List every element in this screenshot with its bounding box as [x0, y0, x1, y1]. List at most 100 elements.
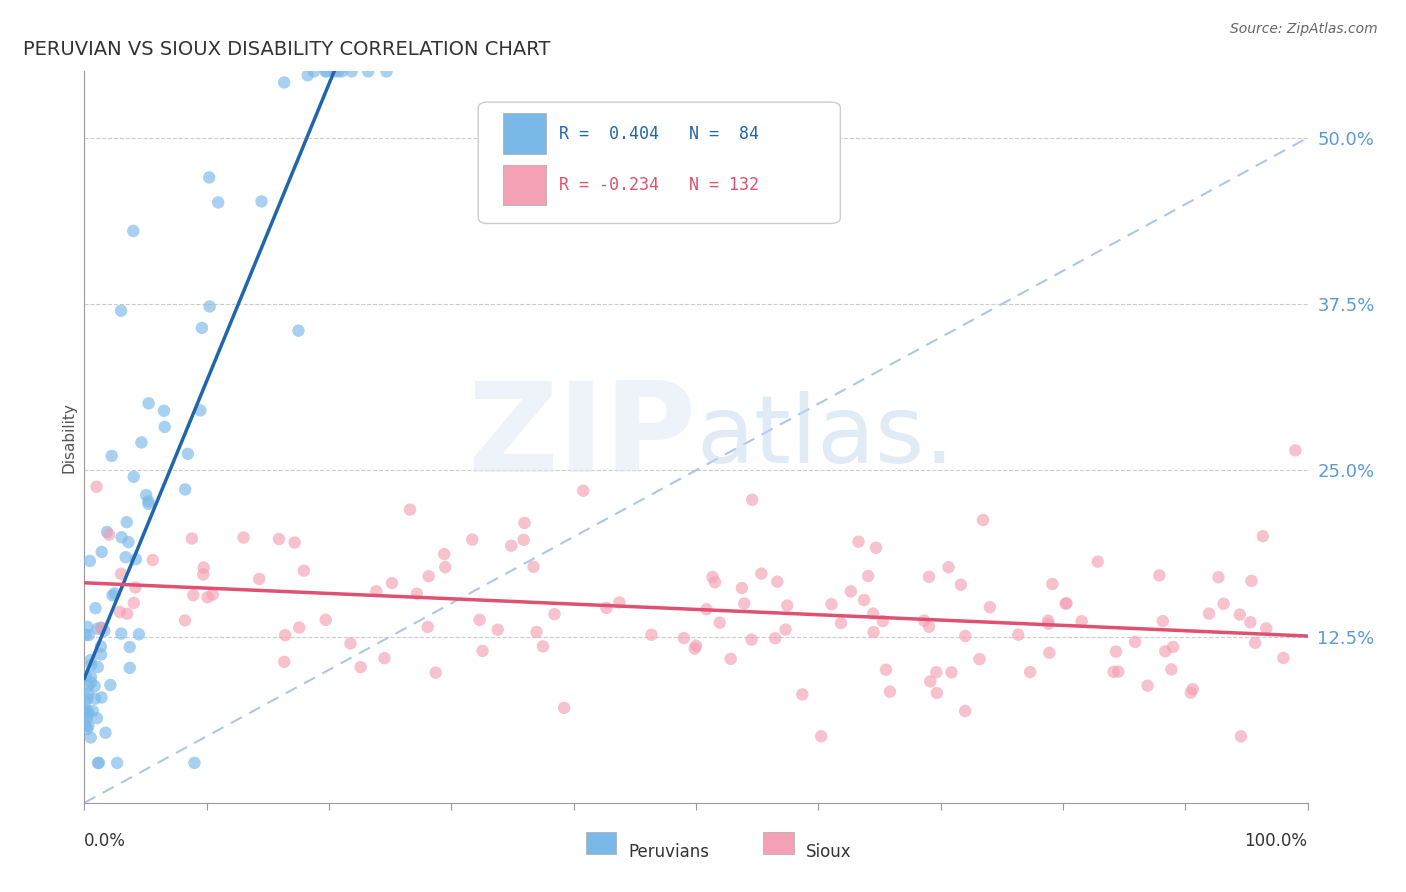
Point	[90, 621, 112, 635]
Point	[1107, 665, 1129, 679]
Point	[77, 628, 100, 642]
Point	[138, 494, 160, 508]
Point	[683, 641, 706, 656]
Point	[1208, 570, 1230, 584]
Point	[1154, 644, 1177, 658]
Point	[862, 625, 884, 640]
Point	[512, 533, 534, 547]
Text: Source: ZipAtlas.com: Source: ZipAtlas.com	[1230, 22, 1378, 37]
Point	[640, 628, 662, 642]
Point	[685, 639, 707, 653]
Point	[1251, 529, 1274, 543]
Point	[79, 554, 101, 568]
Point	[912, 614, 935, 628]
Point	[1239, 615, 1261, 630]
Text: Sioux: Sioux	[806, 843, 852, 861]
Point	[731, 581, 754, 595]
Point	[188, 403, 211, 417]
Point	[181, 588, 204, 602]
Point	[595, 600, 617, 615]
Point	[1056, 596, 1078, 610]
Point	[75, 668, 97, 682]
Point	[174, 483, 197, 497]
Point	[328, 64, 350, 78]
Point	[80, 658, 103, 673]
Point	[250, 194, 273, 209]
Point	[531, 640, 554, 654]
Point	[839, 584, 862, 599]
Point	[100, 449, 122, 463]
Point	[75, 718, 97, 732]
Point	[433, 547, 456, 561]
Point	[193, 567, 215, 582]
Point	[288, 621, 311, 635]
Point	[138, 396, 160, 410]
Point	[486, 623, 509, 637]
Point	[76, 722, 98, 736]
Point	[1054, 597, 1077, 611]
Point	[775, 623, 797, 637]
Bar	[763, 832, 794, 854]
Point	[76, 620, 98, 634]
Point	[110, 530, 132, 544]
Bar	[503, 113, 546, 153]
Point	[118, 640, 141, 654]
Point	[115, 515, 138, 529]
Point	[609, 595, 631, 609]
Point	[114, 550, 136, 565]
Text: R =  0.404   N =  84: R = 0.404 N = 84	[560, 125, 759, 143]
Point	[1105, 644, 1128, 658]
Point	[287, 324, 309, 338]
Point	[340, 64, 363, 78]
Point	[75, 706, 97, 720]
Point	[1038, 616, 1060, 631]
Point	[84, 601, 107, 615]
Point	[90, 640, 112, 654]
Point	[292, 564, 315, 578]
Point	[75, 703, 97, 717]
Point	[273, 75, 295, 89]
Point	[920, 674, 942, 689]
Point	[1070, 614, 1092, 628]
Point	[1284, 443, 1306, 458]
Point	[865, 541, 887, 555]
Point	[315, 613, 337, 627]
Point	[118, 661, 141, 675]
Point	[191, 321, 214, 335]
Point	[174, 614, 197, 628]
Point	[848, 534, 870, 549]
Point	[83, 679, 105, 693]
Point	[862, 607, 884, 621]
Point	[86, 711, 108, 725]
Point	[501, 539, 523, 553]
Point	[75, 695, 97, 709]
Text: PERUVIAN VS SIOUX DISABILITY CORRELATION CHART: PERUVIAN VS SIOUX DISABILITY CORRELATION…	[22, 39, 551, 59]
Point	[1272, 651, 1295, 665]
Point	[704, 575, 727, 590]
Point	[122, 224, 145, 238]
Point	[1087, 555, 1109, 569]
Point	[330, 64, 353, 78]
Bar	[503, 165, 546, 205]
Point	[297, 68, 319, 82]
Point	[193, 560, 215, 574]
Point	[733, 596, 755, 610]
Point	[918, 570, 941, 584]
Point	[373, 651, 395, 665]
Point	[553, 701, 575, 715]
Point	[925, 686, 948, 700]
Point	[513, 516, 536, 530]
Point	[1229, 607, 1251, 622]
Point	[1240, 574, 1263, 588]
Point	[267, 532, 290, 546]
FancyBboxPatch shape	[478, 102, 841, 224]
Point	[941, 665, 963, 680]
Point	[1256, 622, 1278, 636]
Point	[75, 628, 97, 642]
Point	[323, 64, 346, 78]
Point	[90, 545, 112, 559]
Point	[101, 588, 124, 602]
Point	[90, 621, 112, 635]
Point	[1136, 679, 1159, 693]
Point	[1040, 577, 1063, 591]
